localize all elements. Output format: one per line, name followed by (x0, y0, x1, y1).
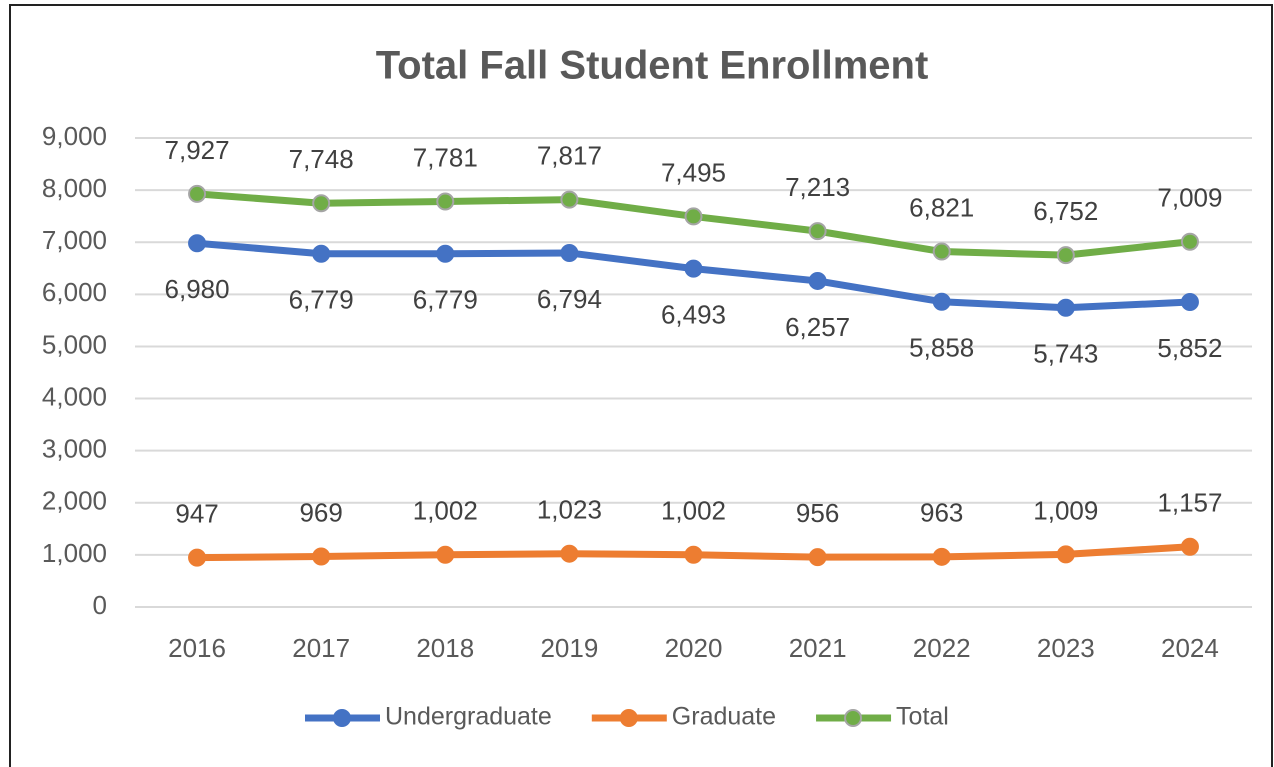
data-label: 6,752 (1033, 196, 1098, 226)
data-label: 1,023 (537, 495, 602, 525)
x-tick-label: 2020 (665, 633, 723, 663)
y-tick-label: 5,000 (42, 329, 107, 359)
data-label: 7,009 (1157, 183, 1222, 213)
data-point (436, 192, 455, 211)
data-point (932, 292, 951, 311)
data-label: 6,779 (289, 285, 354, 315)
data-point (312, 194, 331, 213)
x-tick-label: 2021 (789, 633, 847, 663)
data-point (932, 547, 951, 566)
data-label: 956 (796, 498, 839, 528)
data-point (932, 242, 951, 261)
y-tick-label: 6,000 (42, 277, 107, 307)
data-point (684, 545, 703, 564)
data-label: 7,817 (537, 141, 602, 171)
data-label: 969 (299, 497, 342, 527)
data-label: 7,213 (785, 172, 850, 202)
data-label: 5,743 (1033, 339, 1098, 369)
y-tick-label: 0 (93, 590, 107, 620)
data-point (312, 547, 331, 566)
legend-label: Total (896, 703, 949, 731)
data-label: 7,495 (661, 157, 726, 187)
y-tick-label: 3,000 (42, 434, 107, 464)
data-label: 6,493 (661, 300, 726, 330)
data-point (684, 207, 703, 226)
x-tick-label: 2022 (913, 633, 971, 663)
data-label: 1,002 (413, 496, 478, 526)
x-tick-label: 2023 (1037, 633, 1095, 663)
data-label: 5,852 (1157, 333, 1222, 363)
data-label: 5,858 (909, 333, 974, 363)
y-tick-label: 2,000 (42, 486, 107, 516)
data-point (808, 548, 827, 567)
data-point (312, 244, 331, 263)
data-point (1180, 232, 1199, 251)
data-label: 7,748 (289, 144, 354, 174)
data-label: 7,781 (413, 142, 478, 172)
data-point (808, 271, 827, 290)
data-label: 963 (920, 498, 963, 528)
data-label: 6,794 (537, 284, 602, 314)
legend-label: Graduate (672, 703, 776, 731)
x-tick-label: 2017 (292, 633, 350, 663)
legend-marker (844, 709, 863, 727)
data-point (560, 544, 579, 563)
data-label: 7,927 (165, 135, 230, 165)
data-point (808, 222, 827, 241)
y-tick-label: 1,000 (42, 538, 107, 568)
y-tick-label: 8,000 (42, 173, 107, 203)
data-point (560, 190, 579, 209)
legend-marker (333, 709, 351, 727)
chart-title: Total Fall Student Enrollment (376, 44, 929, 88)
legend-marker (619, 709, 638, 727)
y-tick-label: 4,000 (42, 381, 107, 411)
data-label: 6,779 (413, 285, 478, 315)
data-label: 947 (175, 499, 218, 529)
data-label: 1,002 (661, 496, 726, 526)
data-label: 1,009 (1033, 495, 1098, 525)
legend-label: Undergraduate (385, 703, 552, 731)
data-label: 6,257 (785, 312, 850, 342)
data-point (684, 259, 703, 278)
data-point (1056, 246, 1075, 265)
data-point (188, 184, 207, 203)
data-point (188, 234, 207, 253)
data-point (436, 244, 455, 263)
x-tick-label: 2018 (416, 633, 474, 663)
data-point (1180, 537, 1199, 556)
x-tick-label: 2019 (540, 633, 598, 663)
data-point (1056, 545, 1075, 564)
data-point (436, 545, 455, 564)
x-tick-label: 2024 (1161, 633, 1219, 663)
y-tick-label: 9,000 (42, 121, 107, 151)
data-point (1056, 298, 1075, 317)
data-point (560, 243, 579, 262)
data-label: 6,821 (909, 192, 974, 222)
data-label: 6,980 (165, 274, 230, 304)
x-tick-label: 2016 (168, 633, 226, 663)
y-tick-label: 7,000 (42, 225, 107, 255)
data-label: 1,157 (1157, 488, 1222, 518)
chart-frame (9, 4, 1273, 767)
data-point (1180, 293, 1199, 312)
data-point (188, 548, 207, 567)
